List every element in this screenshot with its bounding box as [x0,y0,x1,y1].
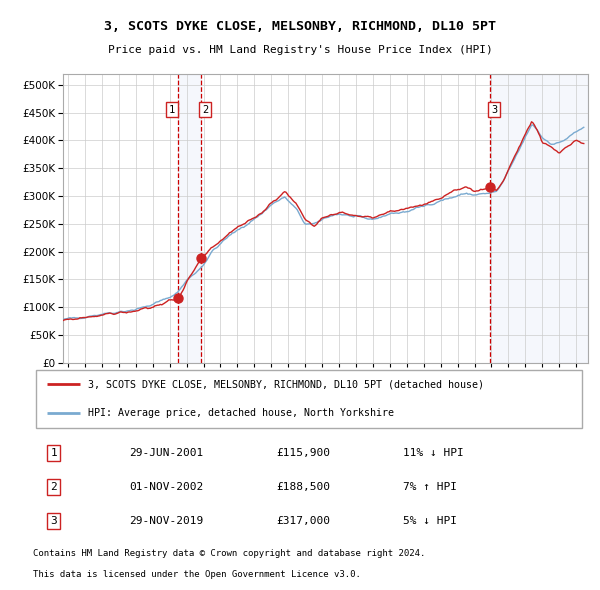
Text: 3, SCOTS DYKE CLOSE, MELSONBY, RICHMOND, DL10 5PT (detached house): 3, SCOTS DYKE CLOSE, MELSONBY, RICHMOND,… [88,379,484,389]
Text: HPI: Average price, detached house, North Yorkshire: HPI: Average price, detached house, Nort… [88,408,394,418]
Text: 5% ↓ HPI: 5% ↓ HPI [403,516,457,526]
Text: 2: 2 [202,105,208,115]
FancyBboxPatch shape [36,369,582,428]
Text: 1: 1 [50,448,58,458]
Bar [178,74,201,363]
Text: 3: 3 [491,105,497,115]
Text: Price paid vs. HM Land Registry's House Price Index (HPI): Price paid vs. HM Land Registry's House … [107,45,493,55]
Text: 7% ↑ HPI: 7% ↑ HPI [403,482,457,491]
Text: £115,900: £115,900 [276,448,330,458]
Text: 3: 3 [50,516,58,526]
Text: Contains HM Land Registry data © Crown copyright and database right 2024.: Contains HM Land Registry data © Crown c… [33,549,425,558]
Text: 29-NOV-2019: 29-NOV-2019 [130,516,204,526]
Text: 11% ↓ HPI: 11% ↓ HPI [403,448,464,458]
Text: 1: 1 [169,105,175,115]
Text: £317,000: £317,000 [276,516,330,526]
Text: This data is licensed under the Open Government Licence v3.0.: This data is licensed under the Open Gov… [33,570,361,579]
Text: £188,500: £188,500 [276,482,330,491]
Text: 2: 2 [50,482,58,491]
Text: 3, SCOTS DYKE CLOSE, MELSONBY, RICHMOND, DL10 5PT: 3, SCOTS DYKE CLOSE, MELSONBY, RICHMOND,… [104,20,496,33]
Text: 01-NOV-2002: 01-NOV-2002 [130,482,204,491]
Bar [490,74,588,363]
Text: 29-JUN-2001: 29-JUN-2001 [130,448,204,458]
